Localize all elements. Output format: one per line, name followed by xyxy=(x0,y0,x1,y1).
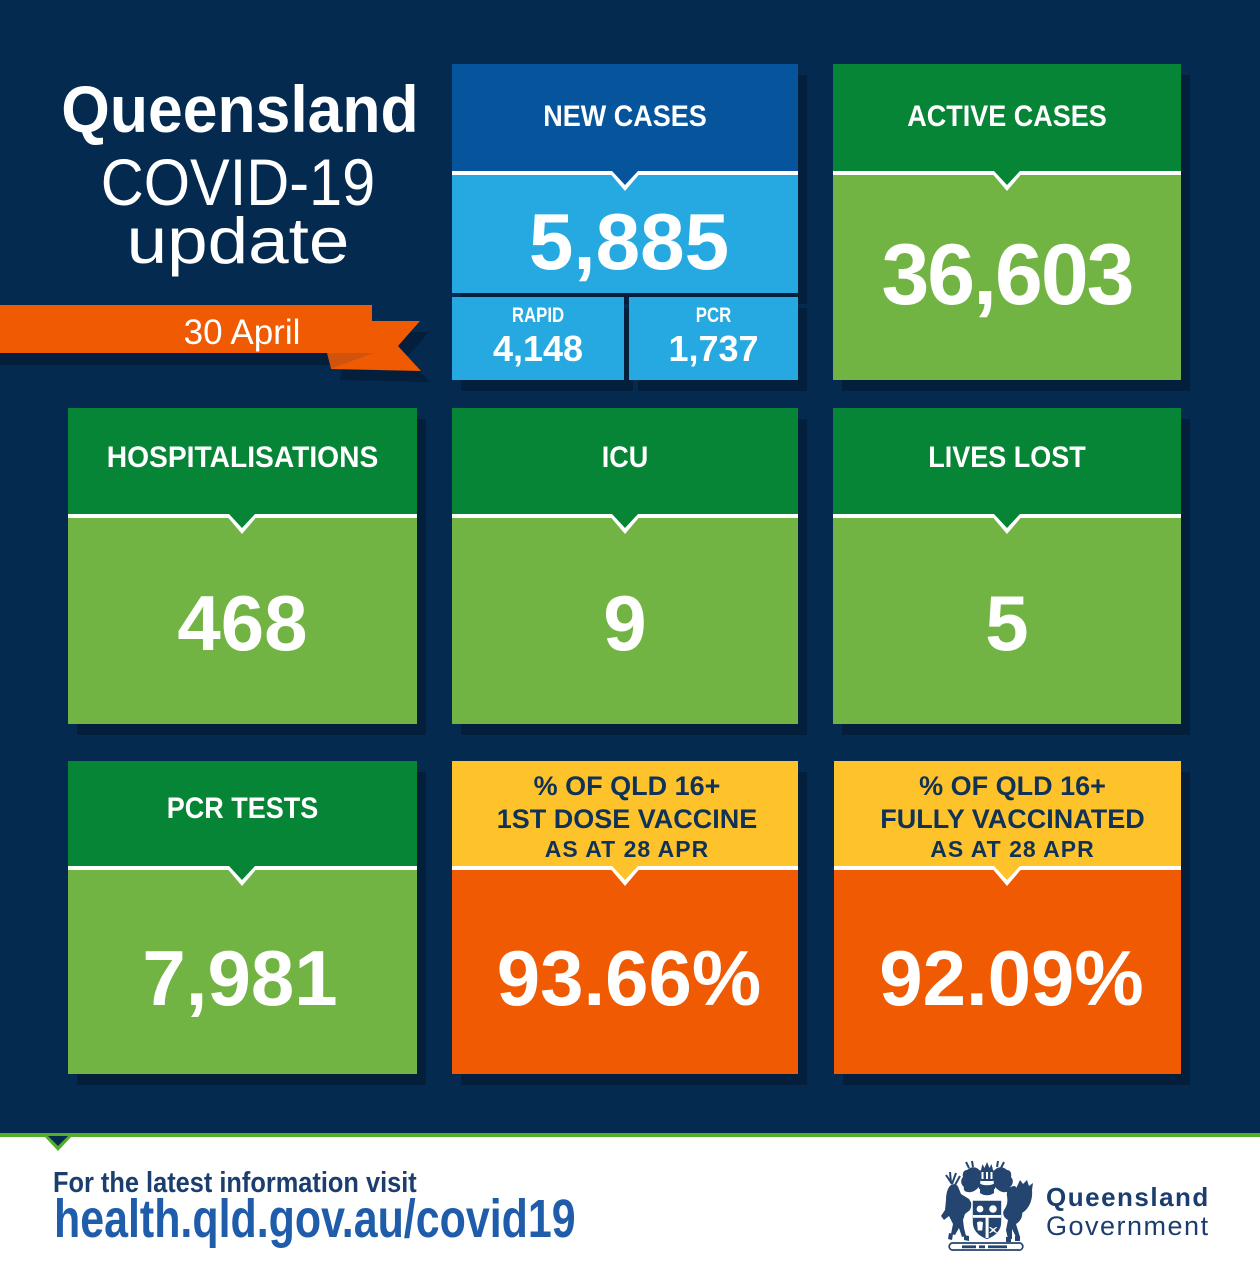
svg-text:30 April: 30 April xyxy=(184,313,301,352)
